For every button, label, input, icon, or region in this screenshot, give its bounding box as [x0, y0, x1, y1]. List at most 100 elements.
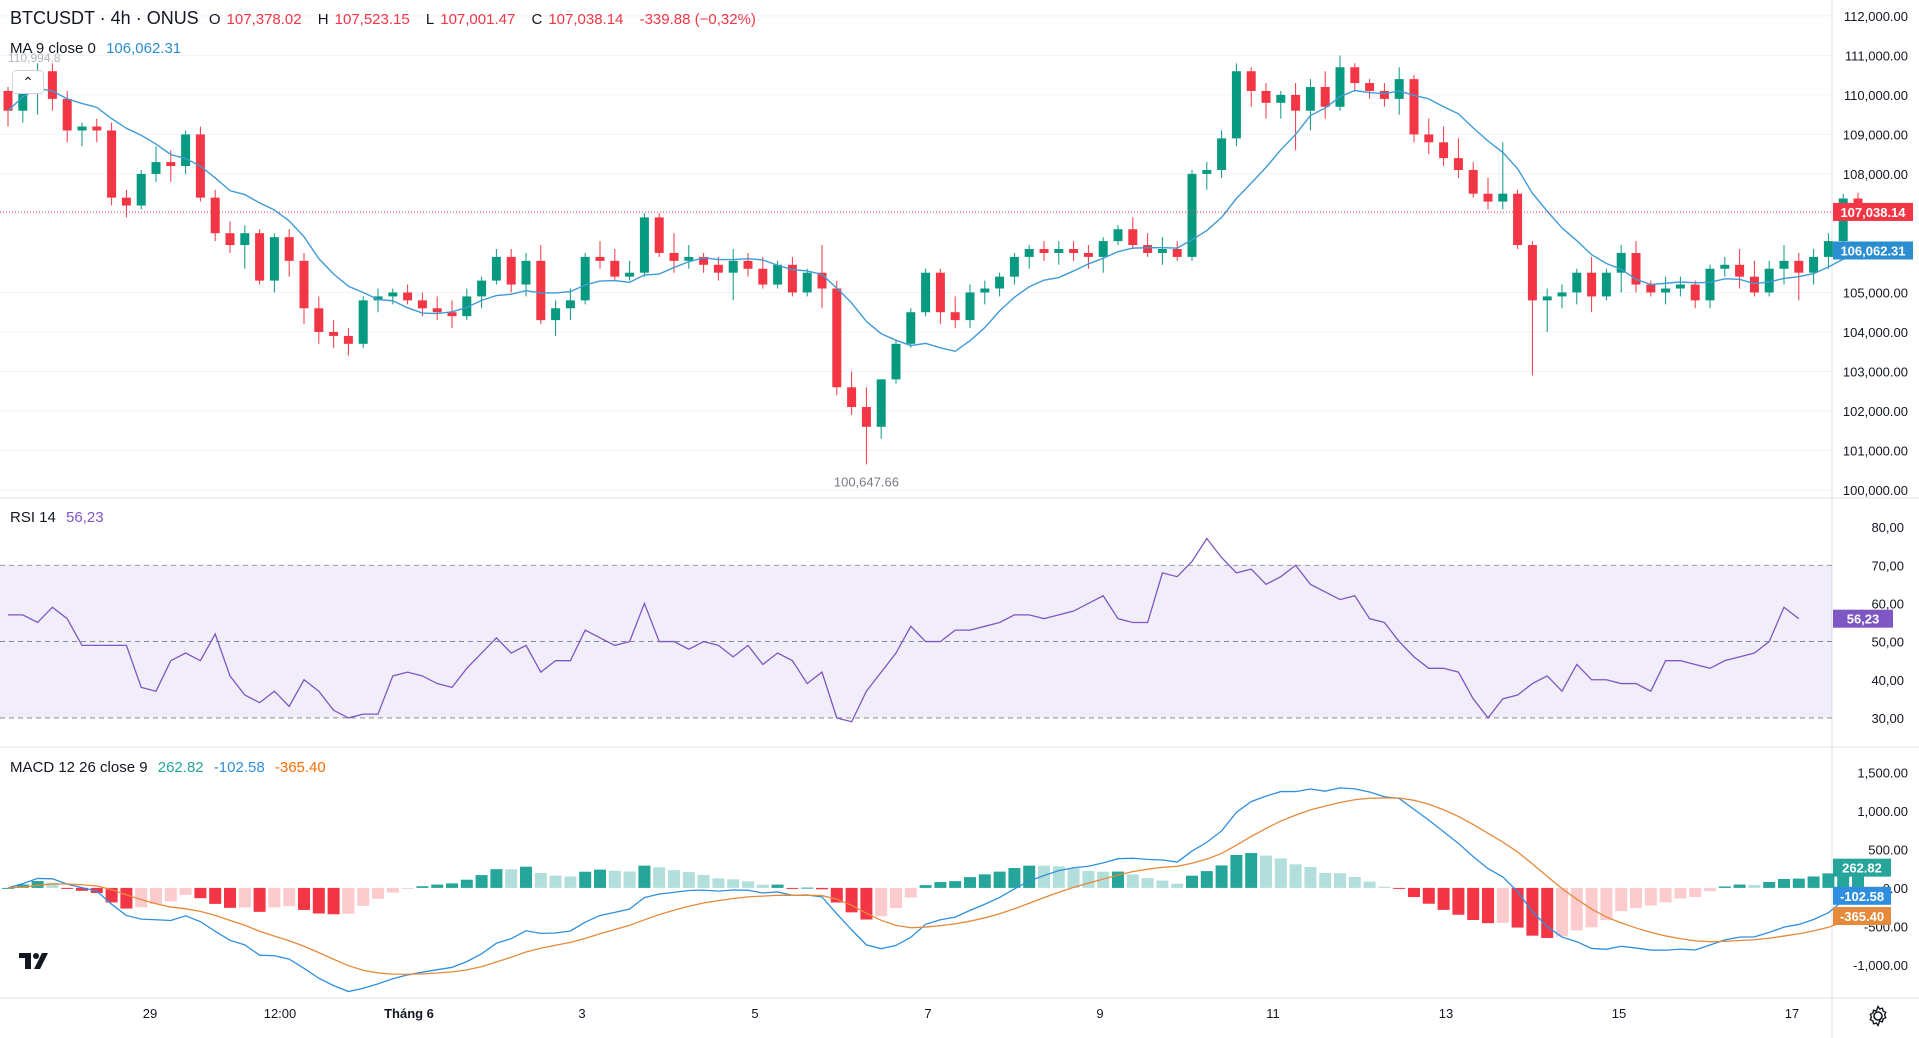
macd-histogram-bar [579, 871, 592, 888]
candle-body [447, 312, 457, 317]
macd-histogram-bar [179, 887, 192, 895]
macd-histogram-bar [446, 883, 458, 888]
macd-histogram-bar [1585, 887, 1598, 928]
macd-histogram-bar [475, 875, 488, 888]
macd-histogram-bar [1496, 887, 1509, 923]
candle-body [491, 256, 501, 281]
macd-histogram-bar [697, 875, 710, 888]
candle-body [166, 162, 176, 167]
candle-body [995, 276, 1005, 289]
candle-body [1424, 134, 1434, 143]
gear-icon[interactable] [1866, 1004, 1890, 1028]
macd-histogram-bar [268, 887, 281, 908]
macd-hist-value: 262.82 [157, 759, 204, 776]
price-legend: BTCUSDT · 4h · ONUS O 107,378.02 H 107,523… [10, 8, 762, 29]
macd-legend[interactable]: MACD 12 26 close 9 262.82 -102.58 -365.4… [10, 759, 332, 776]
macd-value-label: -102.58 [1840, 889, 1884, 904]
macd-histogram-bar [1156, 880, 1169, 888]
macd-histogram-bar [564, 876, 577, 888]
time-tick-label: Tháng 6 [384, 1006, 434, 1021]
candle-body [713, 264, 723, 273]
macd-histogram-bar [135, 887, 148, 908]
open-key: O [208, 11, 221, 28]
candle-body [269, 237, 279, 281]
price-tick-label: 108,000.00 [1843, 167, 1908, 182]
macd-histogram-bar [1200, 871, 1213, 888]
time-tick-label: 15 [1612, 1006, 1626, 1021]
macd-histogram-bar [742, 881, 754, 888]
candle-body [403, 292, 413, 301]
time-tick-label: 3 [578, 1006, 585, 1021]
candle-body [299, 260, 309, 309]
macd-value-label: 262.82 [1842, 861, 1882, 876]
candle-body [1483, 193, 1493, 202]
time-tick-label: 12:00 [264, 1006, 297, 1021]
price-tick-label: 100,000.00 [1843, 483, 1908, 498]
macd-histogram-bar [1615, 887, 1628, 912]
macd-value-badge [1833, 907, 1891, 926]
candle-body [136, 173, 146, 206]
macd-histogram-bar [1733, 884, 1746, 888]
macd-histogram-bar [934, 882, 947, 888]
price-tick-label: 101,000.00 [1843, 443, 1908, 458]
candle-body [343, 335, 353, 344]
rsi-tick-label: 70,00 [1871, 558, 1904, 573]
macd-histogram-bar [401, 887, 414, 889]
time-tick-label: 29 [143, 1006, 157, 1021]
rsi-tick-label: 30,00 [1871, 711, 1904, 726]
tradingview-logo-icon[interactable] [16, 944, 56, 976]
macd-histogram-bar [1422, 887, 1435, 904]
candle-body [1291, 94, 1301, 111]
candle-body [832, 288, 842, 388]
candle-body [1823, 241, 1833, 257]
macd-histogram-bar [298, 887, 310, 910]
candle-body [654, 217, 664, 253]
candle-body [861, 407, 871, 427]
macd-histogram-bar [238, 887, 251, 908]
candle-body [1143, 245, 1153, 253]
macd-histogram-bar [653, 867, 666, 888]
macd-histogram-bar [1704, 887, 1716, 892]
ma9-line [7, 87, 1859, 353]
price-tick-label: 111,000.00 [1845, 48, 1908, 63]
macd-histogram-bar [520, 866, 532, 888]
candle-body [77, 126, 87, 131]
macd-histogram-bar [1319, 872, 1332, 888]
candle-body [980, 288, 990, 293]
macd-line [7, 787, 1859, 993]
last-price-label: 107,038.14 [1840, 205, 1906, 220]
candle-body [1690, 284, 1700, 301]
macd-histogram-bar [1630, 887, 1642, 909]
candle-body [1335, 67, 1345, 107]
candle-body [1587, 272, 1597, 297]
rsi-legend[interactable]: RSI 14 56,23 [10, 509, 110, 526]
candle-body [1217, 138, 1227, 170]
low-price-annotation: 100,647.66 [834, 474, 899, 489]
candle-body [1720, 264, 1730, 269]
candle-body [284, 237, 294, 261]
symbol-title[interactable]: BTCUSDT · 4h · ONUS [10, 8, 199, 28]
macd-histogram-bar [1038, 865, 1050, 888]
chevron-up-icon: ⌃ [22, 73, 34, 90]
macd-value-label: -365.40 [1840, 909, 1884, 924]
candle-body [1513, 193, 1523, 246]
collapse-legend-button[interactable]: ⌃ [12, 70, 44, 94]
candle-body [1320, 87, 1330, 107]
macd-histogram-bar [31, 881, 44, 888]
macd-histogram-bar [460, 879, 473, 888]
close-value: 107,038.14 [548, 11, 624, 28]
macd-histogram-bar [342, 887, 355, 914]
high-key: H [317, 11, 329, 28]
candle-body [1616, 252, 1626, 273]
rsi-tick-label: 60,00 [1871, 596, 1904, 611]
macd-histogram-bar [1807, 876, 1820, 888]
candle-body [684, 256, 694, 261]
candle-body [1557, 292, 1567, 297]
candle-body [506, 256, 516, 285]
ma-legend[interactable]: MA 9 close 0 106,062.31 [10, 40, 187, 57]
candle-body [580, 256, 590, 301]
price-tick-label: 102,000.00 [1843, 404, 1908, 419]
macd-histogram-bar [120, 887, 133, 909]
candle-body [921, 272, 931, 313]
